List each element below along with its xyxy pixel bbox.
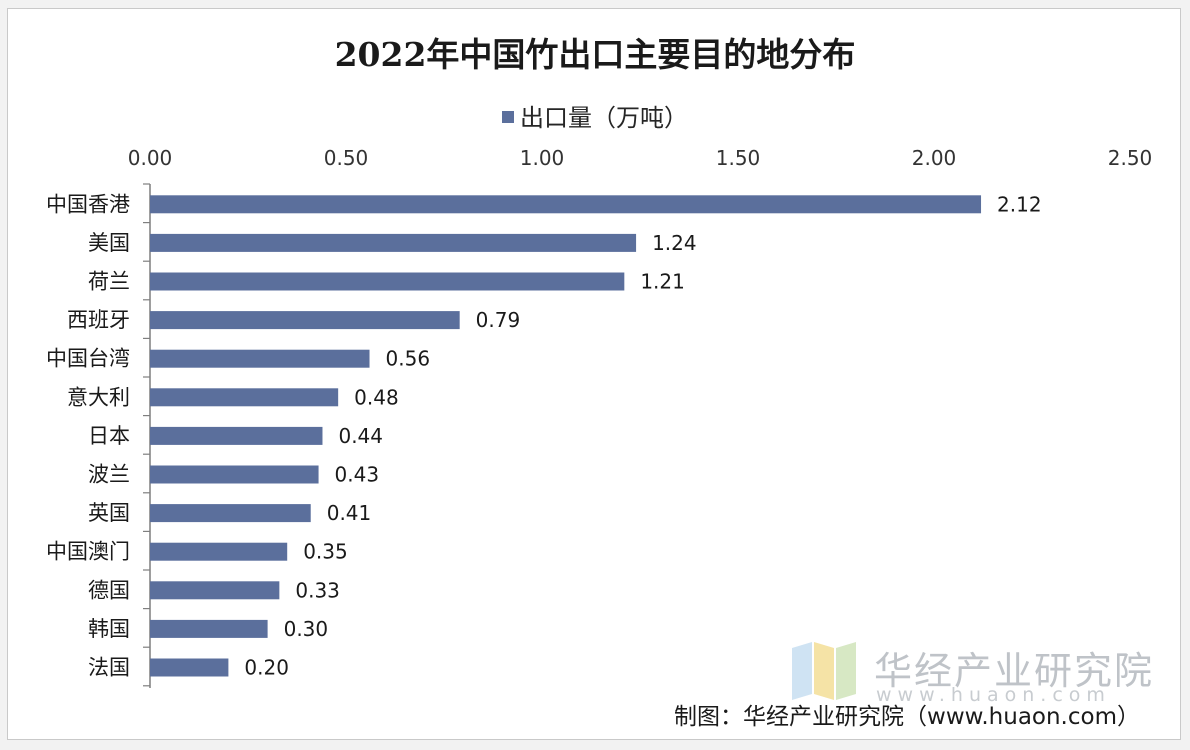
category-label: 波兰 <box>88 463 130 487</box>
category-label: 德国 <box>88 578 130 602</box>
bar <box>150 658 229 677</box>
bar <box>150 195 982 214</box>
category-label: 日本 <box>88 424 130 448</box>
data-label: 0.44 <box>338 424 383 448</box>
x-tick-label: 0.50 <box>324 146 369 170</box>
x-tick-label: 1.00 <box>520 146 565 170</box>
category-label: 韩国 <box>88 617 130 641</box>
bar <box>150 542 288 561</box>
category-label: 中国香港 <box>46 192 130 216</box>
category-label: 意大利 <box>67 385 130 409</box>
data-label: 0.20 <box>244 656 289 680</box>
watermark-brand: 华经产业研究院 <box>874 649 1155 693</box>
data-label: 2.12 <box>997 192 1042 216</box>
data-label: 1.21 <box>640 270 685 294</box>
data-label: 0.41 <box>327 501 372 525</box>
data-label: 0.35 <box>303 540 348 564</box>
watermark-logo-icon <box>792 642 856 700</box>
data-label: 1.24 <box>652 231 697 255</box>
category-label: 中国台湾 <box>46 347 130 371</box>
data-label: 0.48 <box>354 385 399 409</box>
category-label: 法国 <box>88 656 130 680</box>
data-label: 0.79 <box>476 308 521 332</box>
data-label: 0.43 <box>335 463 380 487</box>
x-tick-label: 2.00 <box>912 146 957 170</box>
category-label: 西班牙 <box>67 308 130 332</box>
data-label: 0.56 <box>386 347 431 371</box>
bar <box>150 465 319 484</box>
chart-title: 2022年中国竹出口主要目的地分布 <box>334 35 856 74</box>
data-label: 0.33 <box>295 578 340 602</box>
bar <box>150 426 323 445</box>
category-label: 荷兰 <box>88 270 130 294</box>
watermark-url: www.huaon.com <box>876 684 1111 706</box>
legend: 出口量（万吨） <box>0 98 1190 133</box>
watermark: 华经产业研究院 www.huaon.com <box>792 640 1155 706</box>
bar <box>150 349 370 368</box>
legend-label: 出口量（万吨） <box>520 104 688 132</box>
category-label: 英国 <box>88 501 130 525</box>
legend-swatch <box>502 111 514 123</box>
x-tick-label: 2.50 <box>1108 146 1153 170</box>
bar <box>150 581 280 600</box>
bar <box>150 619 268 638</box>
chart-frame <box>7 8 1181 740</box>
category-label: 美国 <box>88 231 130 255</box>
bar <box>150 388 339 407</box>
x-tick-label: 0.00 <box>128 146 173 170</box>
source-note: 制图：华经产业研究院（www.huaon.com） <box>674 704 1140 730</box>
data-label: 0.30 <box>284 617 329 641</box>
bar <box>150 233 637 252</box>
category-label: 中国澳门 <box>46 540 130 564</box>
x-tick-label: 1.50 <box>716 146 761 170</box>
bar <box>150 272 625 291</box>
bar <box>150 311 460 330</box>
bar <box>150 504 311 523</box>
